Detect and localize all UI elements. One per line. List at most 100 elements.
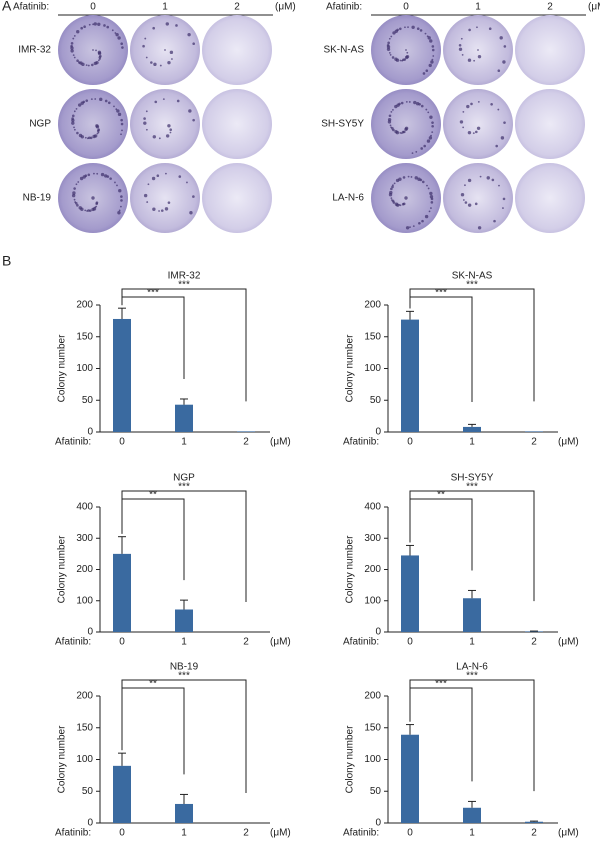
- colony-dot: [458, 47, 463, 51]
- y-tick-label: 300: [76, 533, 93, 544]
- colony-dot: [464, 184, 466, 187]
- bar: [175, 609, 193, 632]
- colony-dot: [76, 131, 79, 135]
- colony-dot: [430, 134, 432, 137]
- colony-dot: [171, 58, 173, 60]
- colony-dot: [114, 32, 117, 34]
- colony-dot: [89, 136, 93, 140]
- colony-dot: [398, 177, 402, 181]
- y-tick-label: 100: [76, 363, 93, 374]
- colony-dot: [70, 46, 74, 50]
- colony-dot: [169, 50, 174, 55]
- colony-dot: [389, 53, 392, 56]
- significance-bracket: [409, 288, 535, 402]
- colony-dot: [493, 219, 496, 223]
- colony-dot: [73, 110, 76, 113]
- colony-dot: [467, 203, 472, 207]
- colony-dot: [91, 196, 95, 200]
- colony-dot: [84, 209, 87, 212]
- colony-plate: [202, 89, 272, 159]
- colony-dot: [192, 42, 195, 45]
- y-axis-label: Colony number: [57, 535, 68, 603]
- colony-dot: [429, 39, 433, 43]
- y-tick-label: 0: [375, 627, 381, 638]
- colony-dot: [103, 24, 106, 27]
- significance-label: **: [149, 490, 157, 501]
- y-tick-label: 300: [364, 533, 381, 544]
- colony-dot: [399, 132, 402, 134]
- colony-dot: [498, 184, 500, 187]
- colony-dot: [386, 45, 391, 49]
- significance-bracket: [121, 288, 247, 402]
- unit-label: (μM): [558, 637, 579, 648]
- x-axis-label: Afatinib:: [343, 437, 379, 448]
- colony-dot: [120, 122, 124, 126]
- colony-dot: [91, 207, 95, 212]
- y-tick-label: 50: [82, 395, 94, 406]
- colony-dot: [429, 195, 434, 199]
- x-tick-label: 2: [243, 637, 249, 648]
- colony-dot: [92, 23, 95, 26]
- colony-dot: [394, 29, 398, 33]
- colony-dot: [500, 136, 505, 140]
- colony-dot: [106, 25, 110, 29]
- colony-dot: [142, 44, 145, 48]
- colony-plate: [515, 89, 585, 159]
- y-tick-label: 200: [76, 564, 93, 575]
- colony-dot: [431, 58, 434, 61]
- colony-dot: [120, 205, 122, 208]
- x-tick-label: 1: [469, 437, 475, 448]
- colony-dot: [406, 51, 409, 54]
- x-tick-label: 1: [469, 828, 475, 839]
- colony-dot: [425, 69, 429, 73]
- colony-dot: [426, 184, 428, 187]
- colony-dot: [85, 99, 89, 102]
- colony-dot: [94, 98, 97, 100]
- bar: [525, 631, 543, 632]
- significance-bracket: [409, 296, 473, 402]
- colony-dot: [116, 109, 120, 113]
- colony-dot: [113, 105, 115, 108]
- colony-dot: [394, 202, 399, 206]
- colony-dot: [390, 197, 393, 200]
- colony-dot: [405, 100, 408, 103]
- colony-dot: [412, 225, 415, 228]
- colony-dot: [405, 226, 410, 230]
- colony-dot: [486, 176, 490, 180]
- x-axis-label: Afatinib:: [55, 828, 91, 839]
- colony-dot: [151, 176, 156, 181]
- colony-dot: [109, 177, 112, 180]
- colony-dot: [90, 98, 93, 100]
- bar: [525, 431, 543, 432]
- x-tick-label: 1: [181, 637, 187, 648]
- colony-dot: [93, 172, 95, 175]
- colony-dot: [83, 25, 86, 29]
- colony-dot: [411, 25, 415, 30]
- colony-dot: [422, 72, 426, 75]
- y-tick-label: 100: [364, 363, 381, 374]
- colony-dot: [111, 29, 114, 32]
- significance-bracket: [409, 687, 473, 782]
- unit-label: (μM): [588, 2, 600, 13]
- colony-dot: [477, 100, 480, 103]
- colony-dot: [87, 209, 90, 212]
- colony-dot: [404, 26, 406, 29]
- colony-dot: [93, 61, 98, 66]
- colony-dot: [388, 37, 391, 40]
- colony-plate: [371, 89, 441, 159]
- x-axis-label: Afatinib:: [55, 637, 91, 648]
- cell-line-label: SH-SY5Y: [321, 119, 364, 130]
- colony-dot: [430, 60, 434, 64]
- colony-dot: [178, 175, 182, 178]
- significance-bracket: [121, 679, 247, 793]
- colony-dot: [467, 58, 472, 62]
- colony-dot: [116, 184, 118, 187]
- colony-dot: [426, 139, 431, 143]
- colony-dot: [188, 109, 192, 113]
- chart-title: LA-N-6: [456, 662, 488, 673]
- cell-line-label: LA-N-6: [332, 193, 364, 204]
- y-axis-label: Colony number: [345, 535, 356, 603]
- colony-dot: [404, 196, 408, 200]
- colony-dot: [388, 114, 392, 118]
- y-tick-label: 200: [76, 300, 93, 311]
